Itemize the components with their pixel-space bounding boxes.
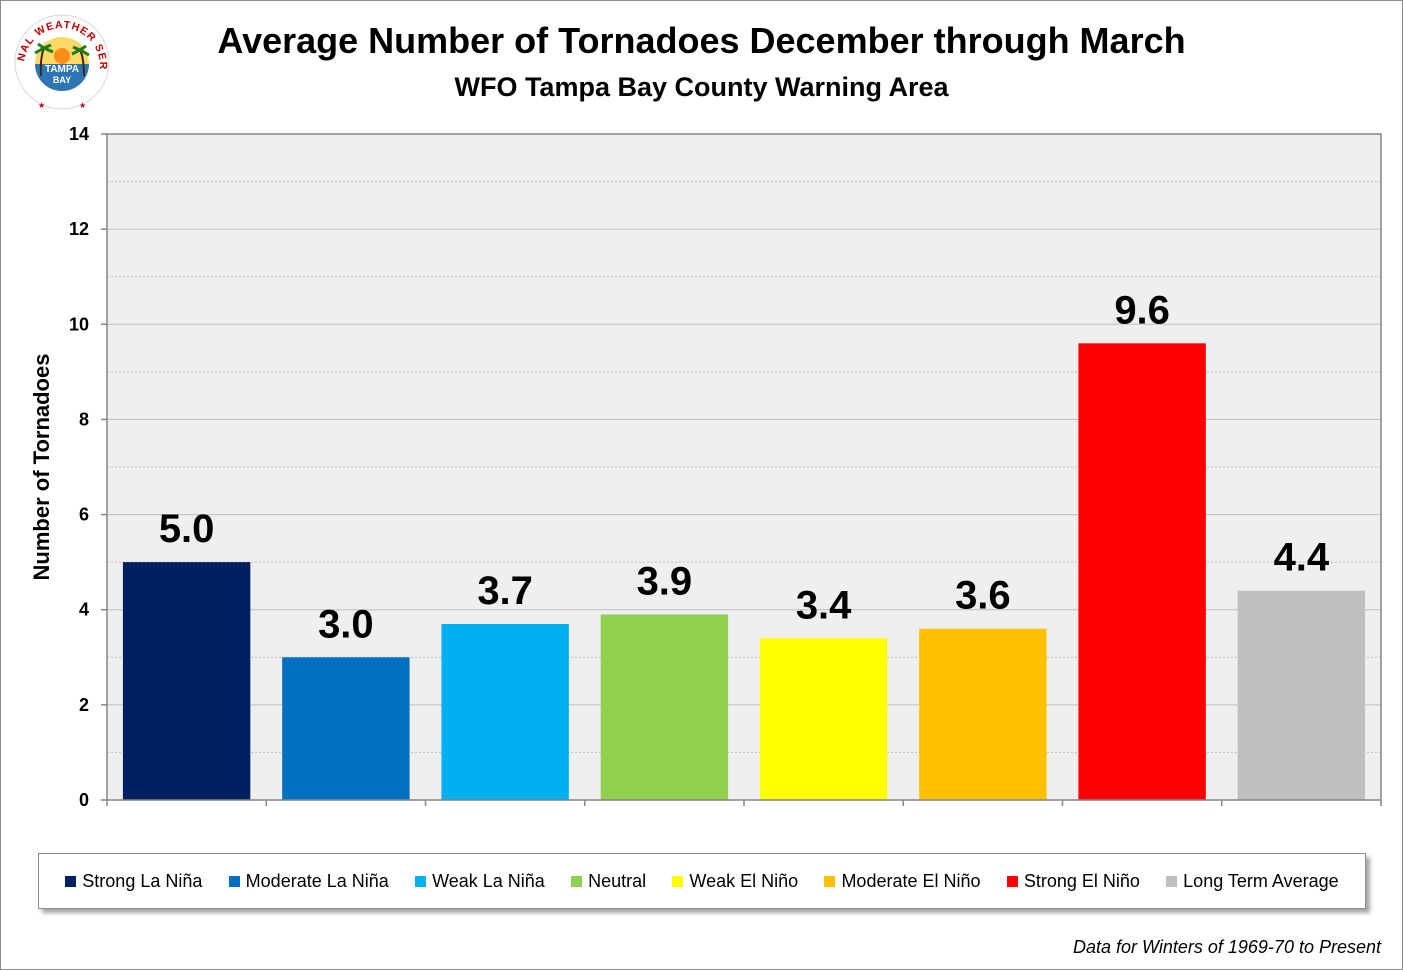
- chart-subtitle: WFO Tampa Bay County Warning Area: [454, 72, 949, 102]
- legend-label: Strong El Niño: [1023, 870, 1140, 891]
- bar-value-label: 3.6: [955, 574, 1011, 618]
- bar: [1237, 590, 1366, 800]
- chart-title: Average Number of Tornadoes December thr…: [217, 20, 1186, 61]
- legend-item: Neutral: [571, 871, 646, 892]
- logo-bay-text: BAY: [53, 75, 71, 85]
- legend-label: Neutral: [588, 870, 647, 891]
- legend-label: Weak La Niña: [432, 870, 545, 891]
- legend-label: Moderate La Niña: [245, 870, 389, 891]
- y-axis-ticks: 0 2 4 6 8 10 12 14: [69, 124, 1382, 810]
- bar-value-label: 4.4: [1274, 536, 1330, 580]
- y-tick-label: 14: [69, 124, 89, 144]
- legend-label: Weak El Niño: [689, 870, 799, 891]
- bar-value-label: 3.9: [637, 559, 693, 603]
- bar-value-label: 9.6: [1114, 288, 1170, 332]
- legend-item: Long Term Average: [1166, 870, 1339, 892]
- y-tick-label: 10: [69, 314, 89, 334]
- bar: [122, 562, 251, 800]
- bars: 5.0 3.0 3.7 3.9 3.4 3.6 9.6 4.4: [122, 288, 1366, 800]
- legend-item: Strong La Niña: [65, 871, 202, 892]
- legend-swatch: [1006, 875, 1018, 887]
- chart-legend: Strong La Niña Moderate La Niña Weak La Ni…: [38, 853, 1366, 909]
- legend-item: Strong El Niño: [1006, 870, 1140, 892]
- legend-item: Moderate El Niño: [824, 870, 981, 892]
- legend-label: Long Term Average: [1183, 870, 1339, 891]
- bar: [759, 638, 888, 800]
- y-tick-label: 12: [69, 219, 89, 239]
- legend-swatch: [65, 875, 77, 887]
- legend-swatch: [415, 875, 427, 887]
- nws-tampa-bay-logo: NATIONAL WEATHER SERVICE TAMPA BAY ★ ★: [8, 8, 110, 110]
- legend-item: Moderate La Niña: [228, 870, 389, 892]
- legend-swatch: [1166, 875, 1178, 887]
- y-tick-label: 0: [79, 790, 89, 810]
- svg-text:★: ★: [79, 101, 86, 110]
- y-tick-label: 2: [79, 695, 89, 715]
- legend-swatch: [672, 875, 684, 887]
- bar: [600, 614, 729, 800]
- logo-tampa-text: TAMPA: [45, 64, 79, 75]
- legend-item: Weak La Niña: [415, 871, 545, 892]
- bar: [1078, 343, 1206, 800]
- y-tick-label: 8: [79, 409, 89, 429]
- legend-swatch: [228, 875, 240, 887]
- legend-swatch: [824, 875, 836, 887]
- data-footnote: Data for Winters of 1969-70 to Present: [1073, 937, 1381, 957]
- bar: [441, 623, 569, 800]
- bar-value-label: 3.4: [796, 583, 852, 627]
- y-tick-label: 4: [79, 600, 89, 620]
- bar-value-label: 3.7: [477, 569, 533, 613]
- y-tick-label: 6: [79, 505, 89, 525]
- bar: [282, 657, 410, 800]
- bar-value-label: 3.0: [318, 602, 374, 646]
- legend-item: Weak El Niño: [672, 871, 798, 892]
- bar-value-label: 5.0: [159, 507, 215, 551]
- bar: [919, 628, 1047, 800]
- legend-label: Moderate El Niño: [841, 870, 981, 891]
- legend-swatch: [571, 875, 583, 887]
- legend-label: Strong La Niña: [82, 870, 203, 891]
- svg-text:★: ★: [38, 101, 45, 110]
- y-axis-label: Number of Tornadoes: [29, 354, 54, 581]
